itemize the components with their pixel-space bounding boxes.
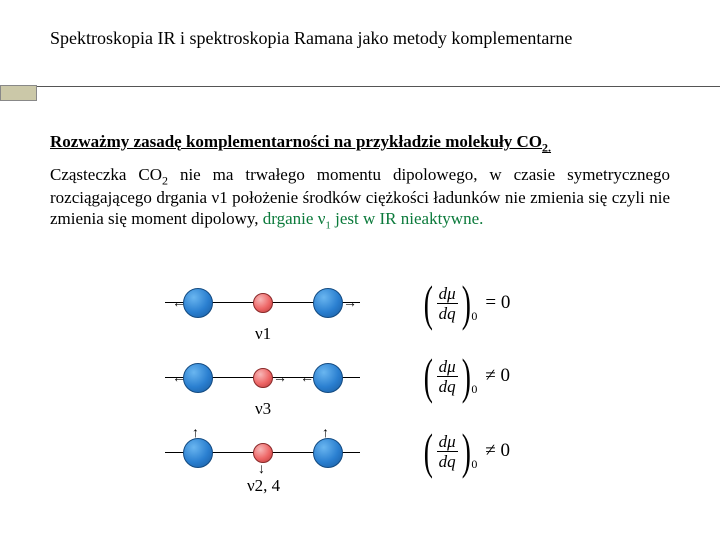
arrow-right-icon: →: [343, 294, 357, 310]
arrow-down-icon: ↓: [258, 460, 265, 476]
paragraph: Cząsteczka CO2 nie ma trwałego momentu d…: [50, 165, 670, 233]
divider-accent-box: [0, 85, 37, 101]
mode-label-v24: ν2, 4: [247, 476, 280, 496]
not-equal-zero: ≠ 0: [485, 440, 510, 462]
divider: [0, 85, 720, 101]
content-block: Rozważmy zasadę komplementarności na prz…: [50, 132, 670, 233]
carbon-atom: [253, 368, 273, 388]
arrow-up-icon: ↑: [322, 424, 329, 440]
numerator: dμ: [437, 358, 458, 377]
mode-label-v1: ν1: [255, 324, 271, 344]
equals-zero: = 0: [485, 292, 510, 314]
fraction: dμ dq: [437, 285, 458, 322]
numerator: dμ: [437, 285, 458, 304]
oxygen-atom: [313, 288, 343, 318]
fraction: dμ dq: [437, 358, 458, 395]
intro-line: Rozważmy zasadę komplementarności na prz…: [50, 132, 670, 155]
arrow-up-icon: ↑: [192, 424, 199, 440]
equation-v1: ( dμ dq ) 0 = 0: [420, 280, 510, 326]
mode-label-v3: ν3: [255, 399, 271, 419]
numerator: dμ: [437, 433, 458, 452]
paren-left-icon: (: [424, 428, 433, 474]
subscript-zero: 0: [471, 457, 477, 472]
paren-right-icon: ): [461, 280, 470, 326]
denominator: dq: [439, 377, 456, 395]
denominator: dq: [439, 452, 456, 470]
molecule-v24: ↑ ↓ ↑: [165, 430, 360, 476]
intro-text: Rozważmy zasadę komplementarności na prz…: [50, 132, 542, 151]
vibration-diagram: ← → ν1 ( dμ dq ) 0 = 0 ← → ← ν3 ( dμ dq: [165, 280, 585, 510]
mode-row-v3: ← → ← ν3: [165, 355, 360, 401]
denominator: dq: [439, 304, 456, 322]
arrow-left-icon: ←: [300, 369, 314, 385]
subscript-zero: 0: [471, 382, 477, 397]
equation-v3: ( dμ dq ) 0 ≠ 0: [420, 353, 510, 399]
divider-line: [37, 86, 720, 87]
carbon-atom: [253, 293, 273, 313]
slide-title: Spektroskopia IR i spektroskopia Ramana …: [50, 28, 572, 49]
molecule-v3: ← → ←: [165, 355, 360, 401]
not-equal-zero: ≠ 0: [485, 365, 510, 387]
paren-left-icon: (: [424, 280, 433, 326]
molecule-v1: ← →: [165, 280, 360, 326]
mode-row-v1: ← → ν1: [165, 280, 360, 326]
paren-right-icon: ): [461, 353, 470, 399]
para-green-b: jest w IR nieaktywne.: [331, 209, 484, 228]
intro-subscript: 2.: [542, 140, 551, 154]
mode-row-v24: ↑ ↓ ↑ ν2, 4: [165, 430, 360, 476]
oxygen-atom: [313, 438, 343, 468]
oxygen-atom: [183, 363, 213, 393]
arrow-left-icon: ←: [172, 294, 186, 310]
subscript-zero: 0: [471, 309, 477, 324]
arrow-left-icon: ←: [172, 369, 186, 385]
oxygen-atom: [183, 288, 213, 318]
para-green-a: drganie ν: [263, 209, 326, 228]
paren-right-icon: ): [461, 428, 470, 474]
arrow-right-icon: →: [273, 369, 287, 385]
oxygen-atom: [183, 438, 213, 468]
paren-left-icon: (: [424, 353, 433, 399]
fraction: dμ dq: [437, 433, 458, 470]
equation-v24: ( dμ dq ) 0 ≠ 0: [420, 428, 510, 474]
oxygen-atom: [313, 363, 343, 393]
para-part-a: Cząsteczka CO: [50, 165, 162, 184]
